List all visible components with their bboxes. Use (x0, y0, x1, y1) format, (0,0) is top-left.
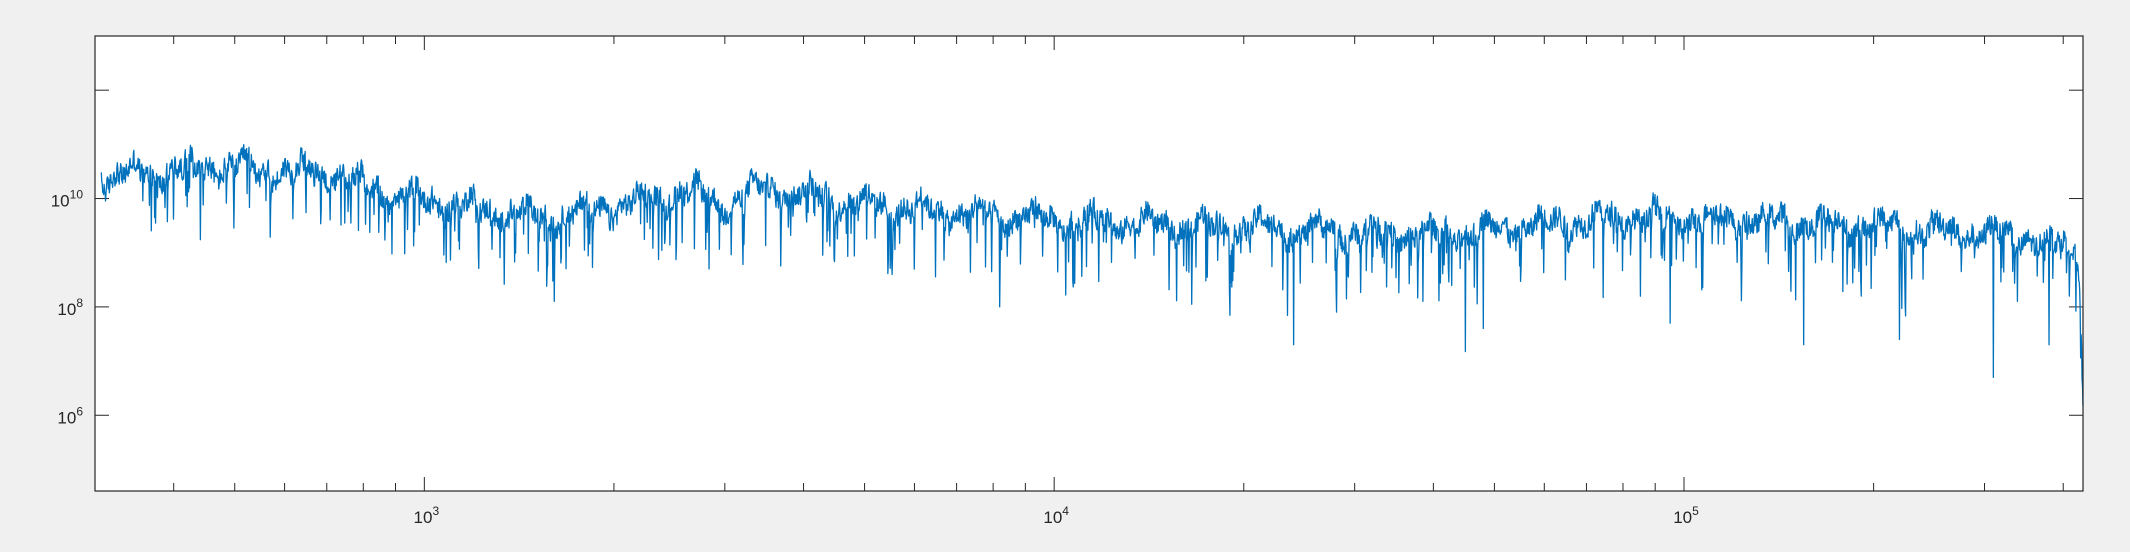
y-tick-label: 108 (57, 296, 83, 319)
axes-box (94, 35, 2084, 492)
tick-marks (94, 36, 2083, 491)
axes-background (95, 36, 2083, 491)
x-tick-label: 104 (1043, 504, 1069, 527)
series-line (100, 144, 2084, 406)
y-tick-label: 1010 (51, 188, 84, 211)
tick-labels: 103 104 105 106 108 1010 (51, 188, 1699, 527)
x-tick-label: 103 (414, 504, 440, 527)
y-tick-label: 106 (57, 404, 83, 427)
plot-area (100, 144, 2084, 406)
x-tick-label: 105 (1673, 504, 1699, 527)
